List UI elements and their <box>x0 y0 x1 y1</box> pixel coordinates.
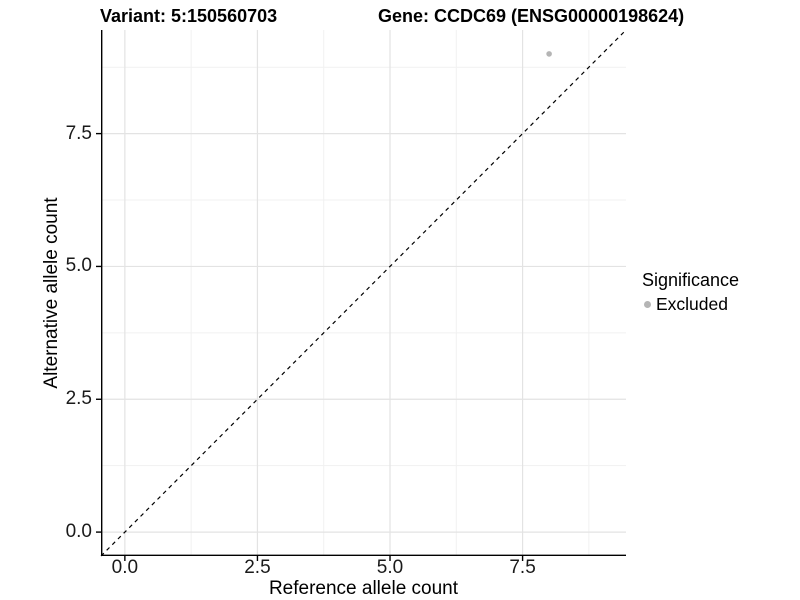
x-tick-label: 5.0 <box>376 557 404 578</box>
x-tick-label: 2.5 <box>244 557 271 578</box>
data-point-excluded <box>546 51 552 57</box>
identity-dashed-line <box>100 29 627 557</box>
x-axis-title: Reference allele count <box>268 578 459 599</box>
legend-item-excluded: Excluded <box>642 294 739 315</box>
x-tick-label: 0.0 <box>111 557 139 578</box>
y-tick-label: 7.5 <box>65 122 92 144</box>
legend: Significance Excluded <box>642 270 739 315</box>
legend-title: Significance <box>642 270 740 290</box>
legend-item-label: Excluded <box>656 294 728 314</box>
legend-point-icon <box>644 301 651 308</box>
x-tick-label: 7.5 <box>509 557 536 578</box>
plot-svg <box>96 29 627 561</box>
y-tick-label: 5.0 <box>65 255 92 277</box>
y-tick-label: 2.5 <box>65 388 92 410</box>
gene-title: Gene: CCDC69 (ENSG00000198624) <box>378 6 685 26</box>
variant-title: Variant: 5:150560703 <box>100 6 278 26</box>
plot-panel <box>96 29 627 561</box>
axis-lines <box>101 30 626 556</box>
y-tick-label: 0.0 <box>65 521 92 543</box>
